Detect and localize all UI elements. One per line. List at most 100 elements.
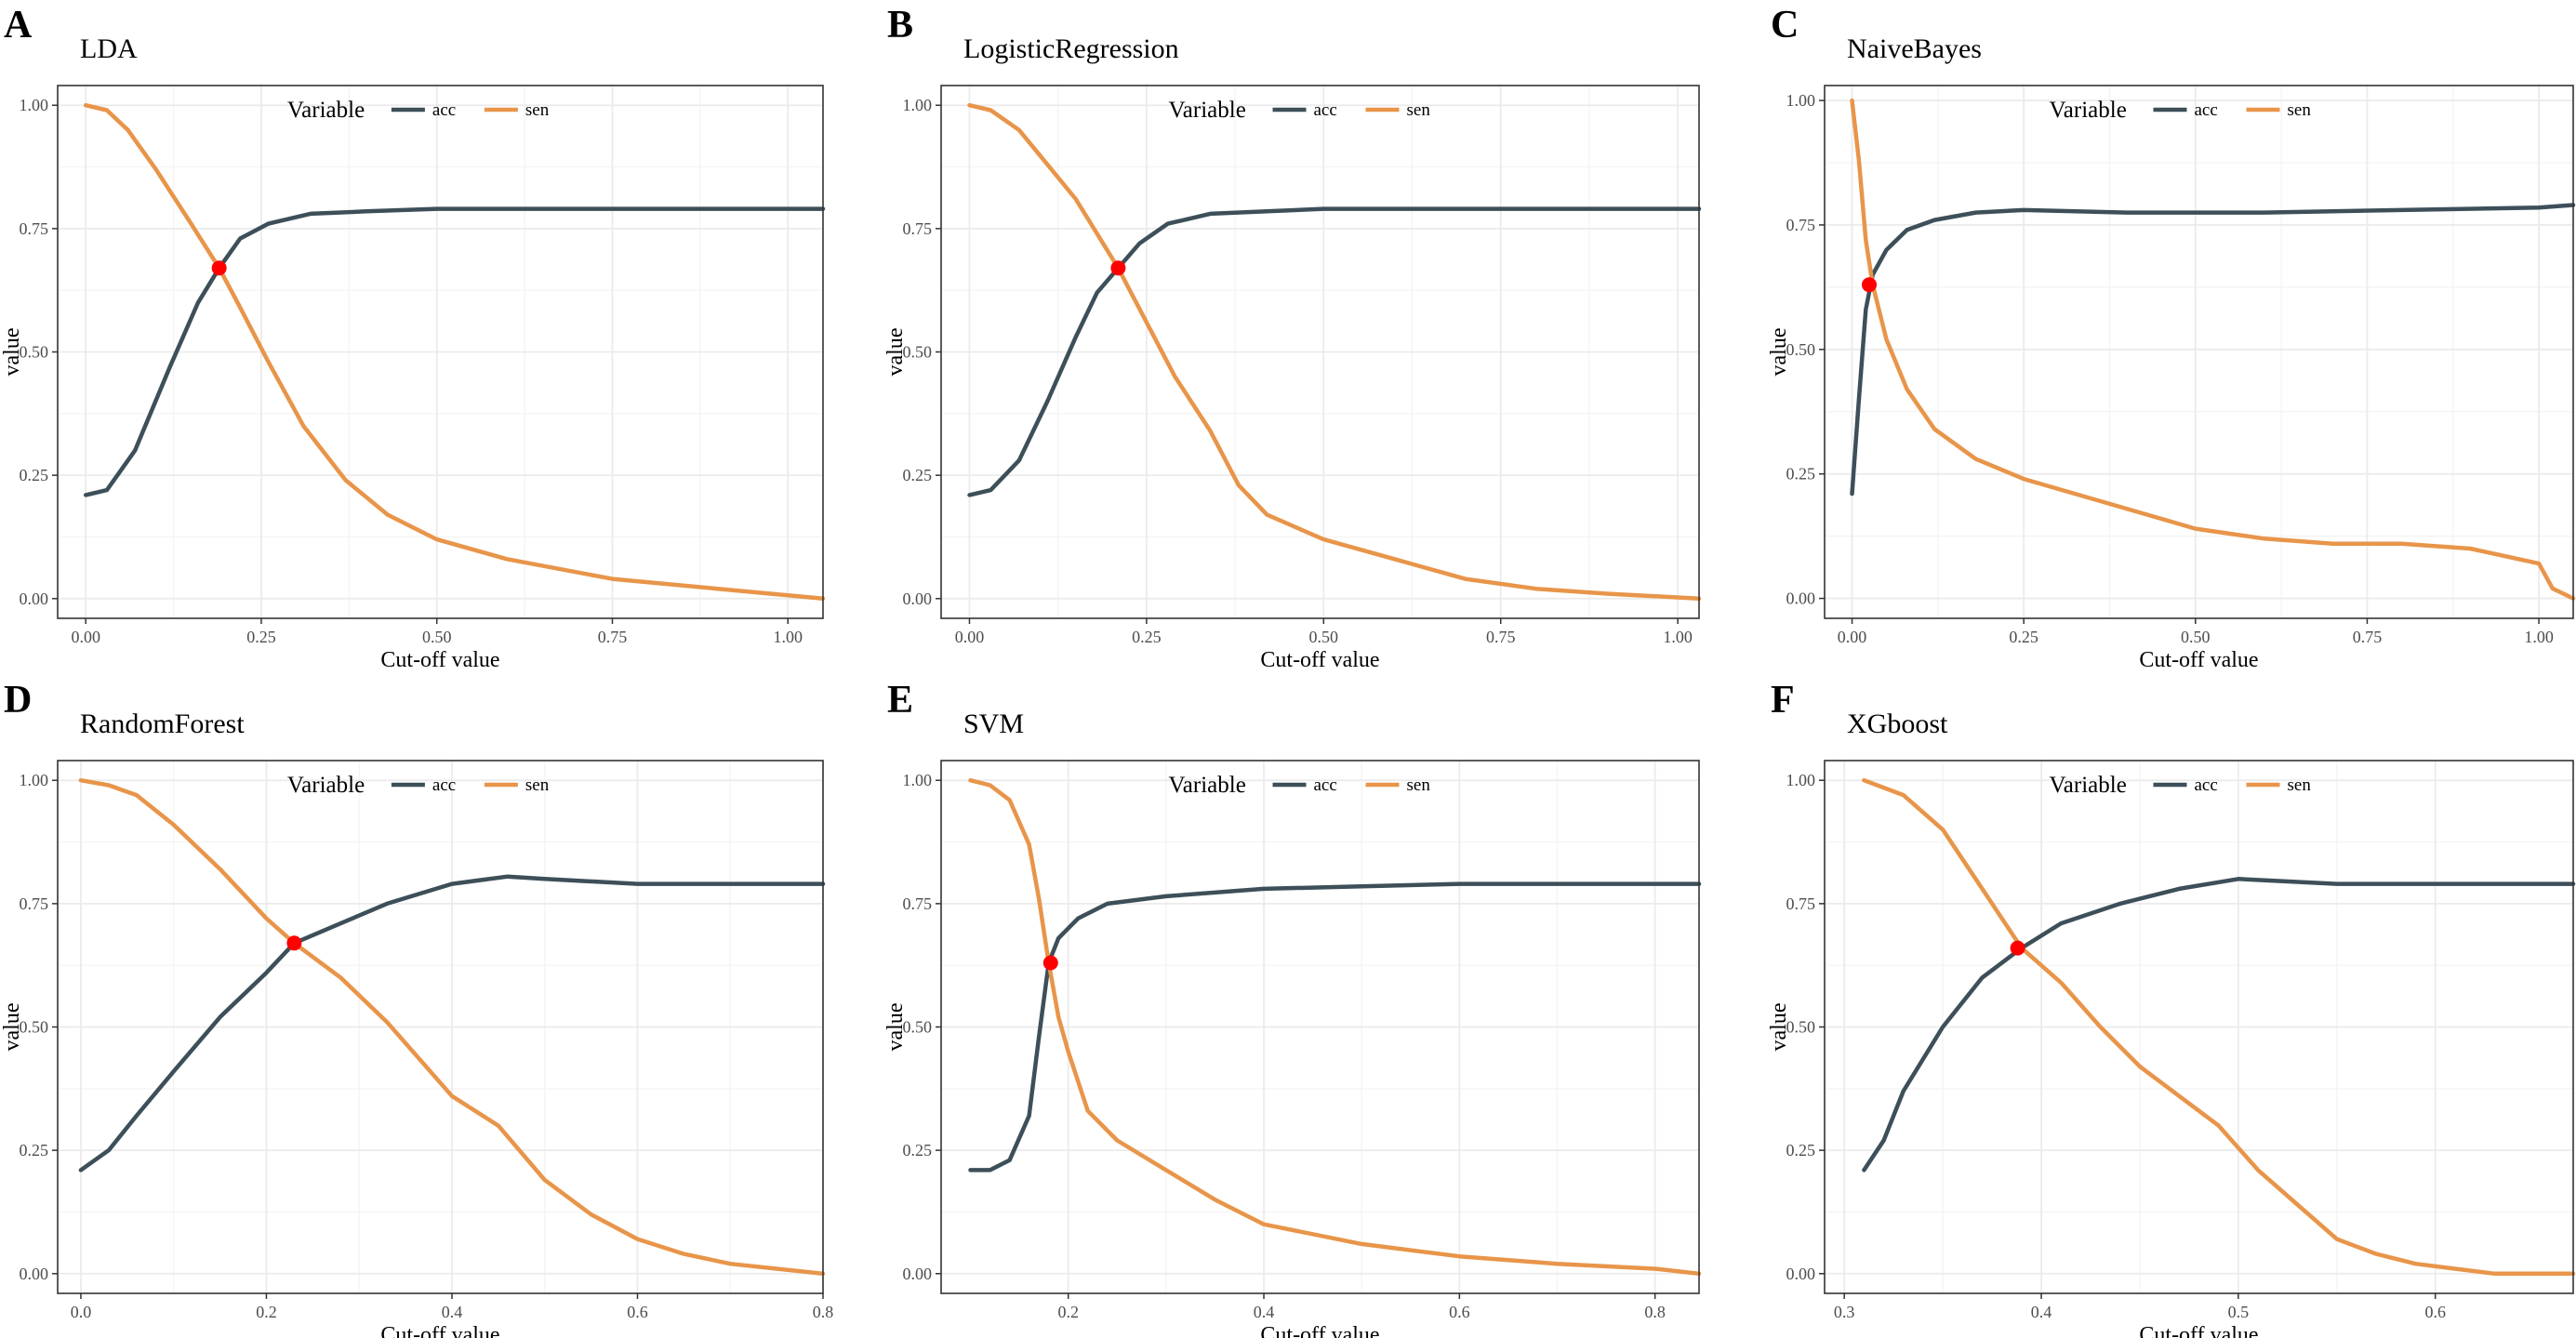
y-tick-label: 1.00: [20, 96, 49, 114]
x-tick-label: 0.6: [2424, 1303, 2446, 1321]
x-tick-label: 0.50: [2181, 628, 2211, 646]
intersection-point: [1862, 277, 1878, 293]
chart-panel-A: 0.00 0.25 0.50 0.75 1.00 0.00 0.25 0.50 0.75 1.00…: [0, 4, 826, 672]
x-tick-label: 0.25: [246, 628, 276, 646]
intersection-point: [286, 935, 302, 951]
legend-title: Variable: [287, 773, 365, 798]
chart-panel-E: 0.00 0.25 0.50 0.75 1.00 0.2 0.4 0.6 0.8 Cut-off …: [883, 679, 1702, 1338]
chart-title: SVM: [963, 709, 1024, 739]
y-tick-label: 1.00: [1786, 771, 1816, 789]
x-tick-label: 0.5: [2228, 1303, 2250, 1321]
x-tick-label: 0.2: [256, 1303, 277, 1321]
legend-title: Variable: [2050, 98, 2127, 123]
x-axis-title: Cut-off value: [2139, 1323, 2258, 1338]
legend-label-sen: sen: [2288, 775, 2312, 795]
series-line-acc: [78, 874, 826, 1172]
y-tick-label: 1.00: [1786, 91, 1816, 110]
series-line-sen: [968, 777, 1702, 1277]
y-tick-label: 0.00: [903, 590, 933, 608]
legend-label-acc: acc: [2195, 775, 2218, 795]
x-axis-title: Cut-off value: [1260, 1323, 1379, 1338]
y-tick-label: 0.00: [1786, 590, 1816, 608]
y-tick-label: 0.25: [1786, 1141, 1816, 1159]
y-axis-title: value: [1767, 328, 1791, 377]
legend-title: Variable: [1169, 98, 1246, 123]
x-tick-label: 0.6: [1449, 1303, 1470, 1321]
x-tick-label: 0.75: [1486, 628, 1516, 646]
legend-label-acc: acc: [2195, 100, 2218, 120]
y-axis-title: value: [883, 328, 908, 377]
x-axis-title: Cut-off value: [380, 1323, 499, 1338]
x-axis-title: Cut-off value: [1260, 648, 1379, 672]
legend: Variable acc sen: [287, 773, 550, 798]
series-line-sen: [83, 102, 826, 602]
plot-background: [1825, 86, 2573, 618]
intersection-point: [1042, 955, 1058, 971]
intersection-point: [1110, 260, 1126, 276]
panel-letter: A: [4, 4, 33, 46]
x-tick-label: 0.00: [1838, 628, 1867, 646]
chart-title: XGboost: [1847, 709, 1948, 739]
y-tick-label: 1.00: [903, 96, 933, 114]
series-line-sen: [78, 777, 826, 1277]
series-line-acc: [1850, 203, 2576, 497]
y-tick-label: 0.00: [20, 590, 49, 608]
legend-label-sen: sen: [2288, 100, 2312, 120]
plot-border: [1824, 85, 2574, 619]
x-tick-label: 0.4: [1254, 1303, 1275, 1321]
chart-panel-F: 0.00 0.25 0.50 0.75 1.00 0.3 0.4 0.5 0.6 Cut-off …: [1767, 679, 2576, 1338]
chart-title: LogisticRegression: [963, 33, 1179, 64]
chart-panel-D: 0.00 0.25 0.50 0.75 1.00 0.0 0.2 0.4 0.6 0.8 Cut-o…: [0, 679, 833, 1338]
chart-title: RandomForest: [80, 709, 245, 739]
x-tick-label: 0.00: [71, 628, 100, 646]
panel-letter: E: [887, 679, 913, 722]
y-tick-label: 0.50: [20, 1018, 49, 1037]
y-tick-label: 0.75: [20, 219, 49, 238]
y-tick-label: 0.00: [20, 1265, 49, 1283]
panel-letter: D: [4, 679, 32, 722]
y-tick-label: 0.25: [20, 1141, 49, 1159]
series-line-sen: [967, 102, 1702, 602]
chart-panel-B: 0.00 0.25 0.50 0.75 1.00 0.00 0.25 0.50 0.75 1.00…: [883, 4, 1702, 672]
y-tick-label: 0.25: [903, 466, 933, 484]
x-tick-label: 0.4: [442, 1303, 463, 1321]
legend-label-acc: acc: [1314, 100, 1337, 120]
x-tick-label: 0.8: [1644, 1303, 1666, 1321]
legend-label-sen: sen: [525, 100, 550, 120]
y-tick-label: 0.50: [903, 343, 933, 362]
y-axis-title: value: [883, 1003, 908, 1052]
panel-letter: B: [887, 4, 913, 46]
x-tick-label: 0.3: [1834, 1303, 1855, 1321]
series-line-acc: [83, 206, 826, 497]
x-tick-label: 0.50: [422, 628, 452, 646]
x-tick-label: 1.00: [773, 628, 803, 646]
chart-title: NaiveBayes: [1847, 33, 1982, 64]
y-tick-label: 0.00: [1786, 1265, 1816, 1283]
legend-label-acc: acc: [1314, 775, 1337, 795]
y-tick-label: 0.25: [20, 466, 49, 484]
x-tick-label: 0.50: [1309, 628, 1339, 646]
y-tick-label: 1.00: [903, 771, 933, 789]
intersection-point: [211, 260, 227, 276]
legend-title: Variable: [1169, 773, 1246, 798]
y-tick-label: 0.75: [1786, 894, 1816, 913]
panel-letter: C: [1771, 4, 1799, 46]
y-tick-label: 0.75: [903, 219, 933, 238]
legend-title: Variable: [2050, 773, 2127, 798]
y-tick-label: 0.25: [903, 1141, 933, 1159]
legend-label-acc: acc: [432, 100, 456, 120]
x-tick-label: 0.8: [813, 1303, 834, 1321]
y-tick-label: 0.50: [1786, 340, 1816, 359]
series-line-acc: [968, 881, 1702, 1172]
legend: Variable acc sen: [2050, 98, 2312, 123]
x-tick-label: 0.75: [598, 628, 628, 646]
legend: Variable acc sen: [1169, 773, 1431, 798]
x-tick-label: 0.2: [1057, 1303, 1079, 1321]
x-tick-label: 0.00: [955, 628, 985, 646]
legend: Variable acc sen: [2050, 773, 2312, 798]
legend-title: Variable: [287, 98, 365, 123]
series-line-acc: [1862, 877, 2576, 1172]
y-tick-label: 0.75: [903, 894, 933, 913]
y-tick-label: 0.25: [1786, 465, 1816, 484]
